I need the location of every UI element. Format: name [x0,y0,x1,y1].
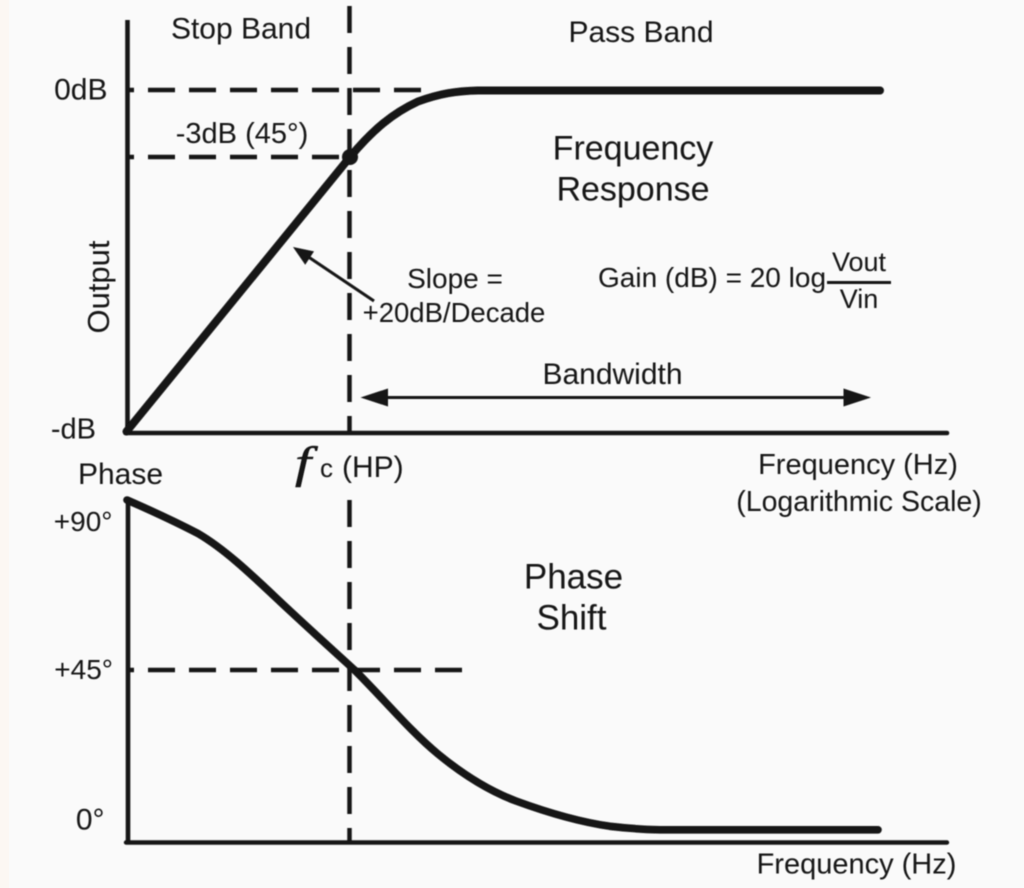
svg-text:Pass Band: Pass Band [568,16,713,49]
svg-text:Response: Response [556,171,709,209]
svg-text:+90°: +90° [54,506,113,537]
svg-text:+45°: +45° [54,654,113,685]
svg-text:Frequency (Hz): Frequency (Hz) [758,449,958,481]
svg-text:+20dB/Decade: +20dB/Decade [363,297,546,328]
svg-text:Stop Band: Stop Band [171,13,311,46]
svg-text:Shift: Shift [536,599,606,638]
svg-text:Gain (dB) = 20 log: Gain (dB) = 20 log [598,262,826,293]
svg-text:-dB: -dB [51,414,96,446]
svg-text:Bandwidth: Bandwidth [542,358,682,391]
svg-text:-3dB (45°): -3dB (45°) [176,118,308,150]
svg-text:0°: 0° [76,804,105,837]
svg-text:Frequency (Hz): Frequency (Hz) [757,849,957,881]
svg-text:Frequency: Frequency [553,130,714,168]
svg-text:Phase: Phase [78,458,163,491]
svg-text:(Logarithmic Scale): (Logarithmic Scale) [736,486,982,518]
svg-text:0dB: 0dB [54,74,107,107]
svg-text:(HP): (HP) [342,451,404,484]
svg-text:Vout: Vout [832,247,887,277]
svg-text:Slope =: Slope = [407,263,503,294]
svg-text:Phase: Phase [524,558,623,597]
svg-text:Output: Output [81,240,116,333]
svg-text:c: c [320,453,333,483]
svg-text:Vin: Vin [840,284,879,314]
